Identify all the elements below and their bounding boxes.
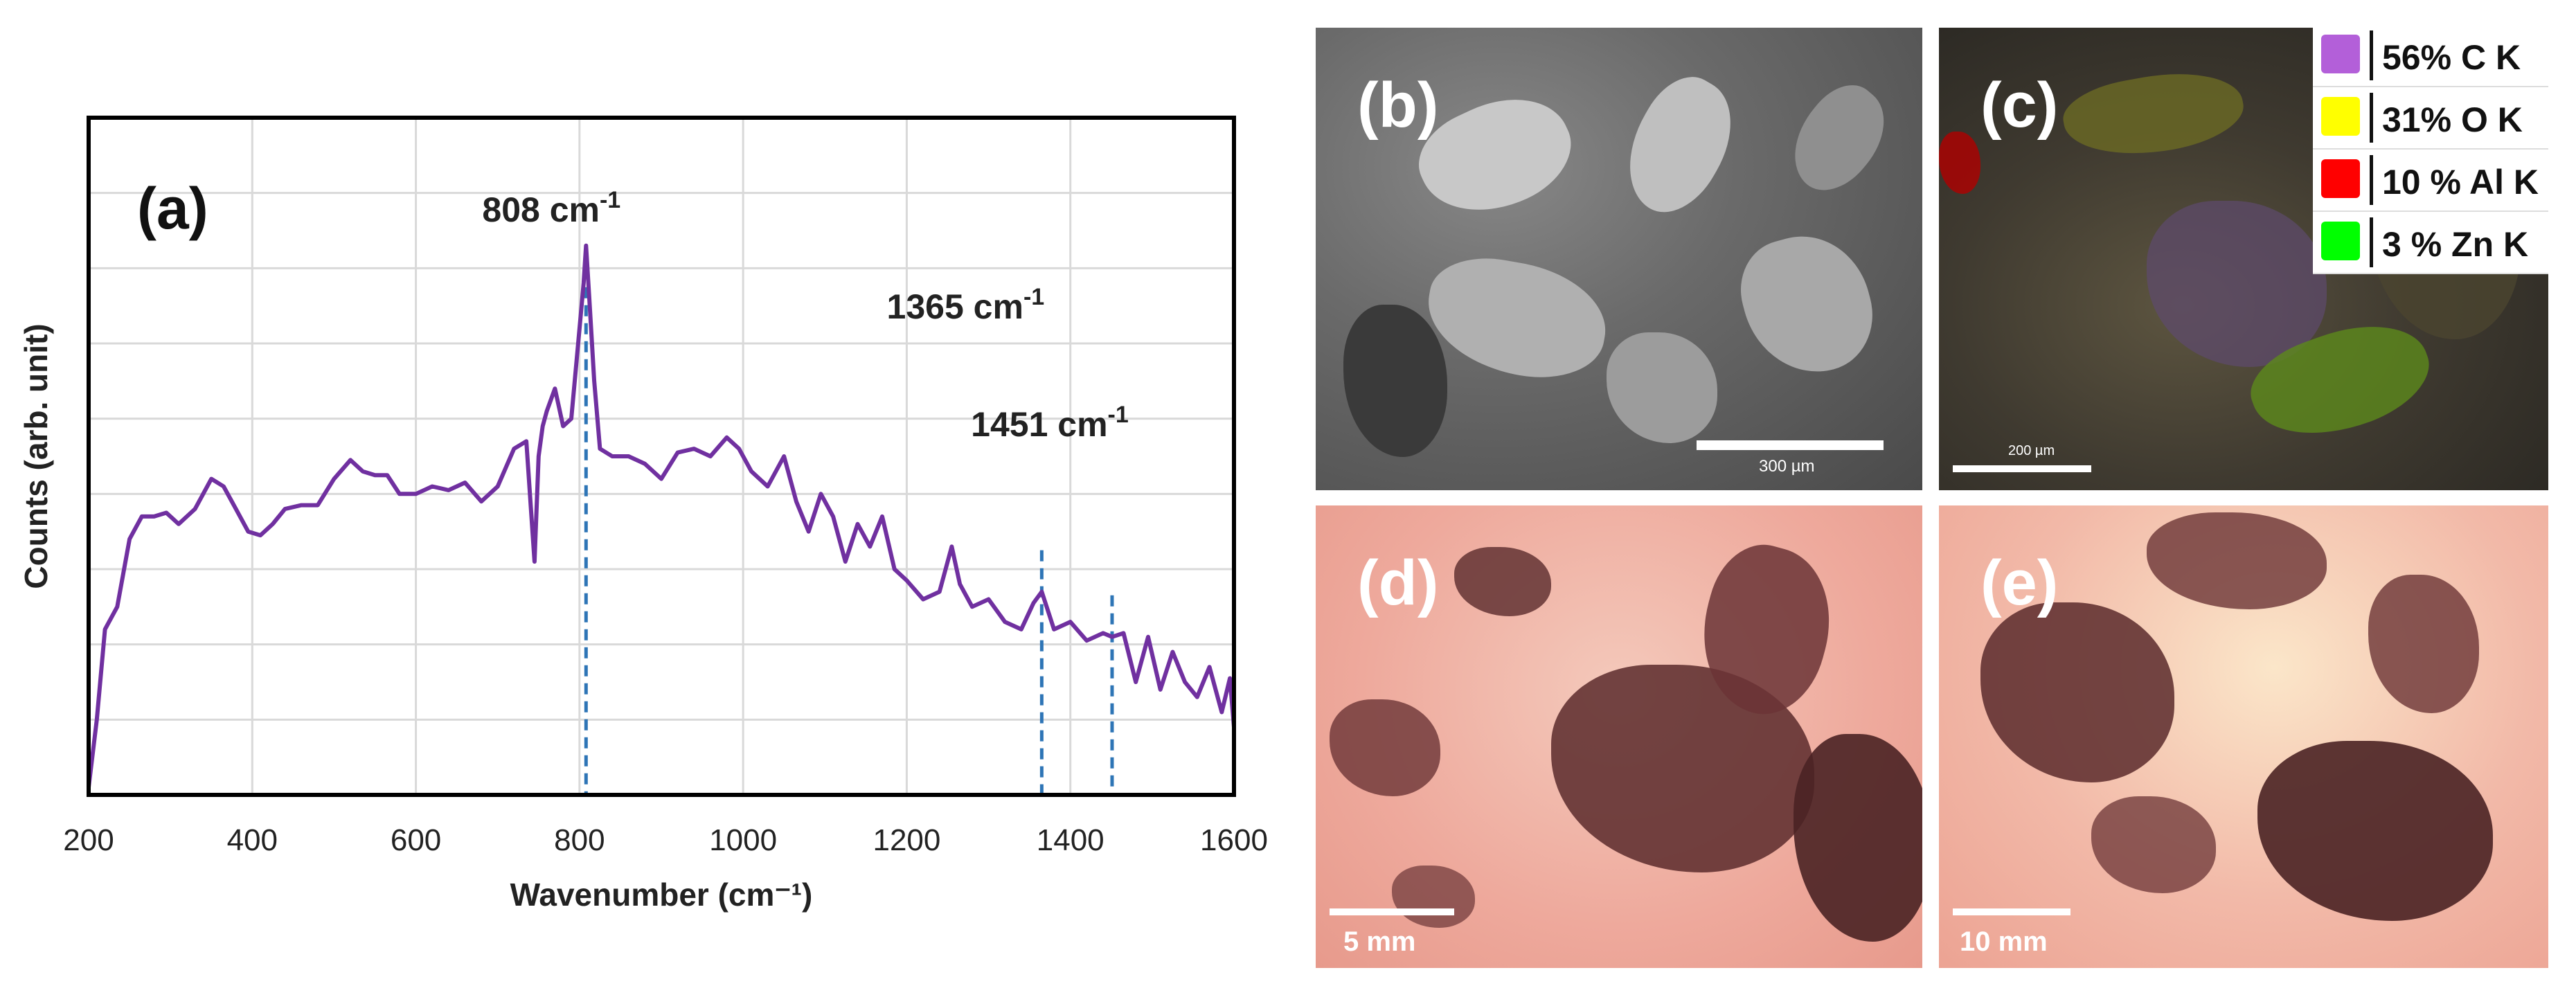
plot-area-border: [87, 116, 1236, 797]
legend-swatch-aluminium: [2321, 159, 2360, 198]
legend-row-zinc: 3 % Zn K: [2313, 212, 2548, 274]
optical-micrograph-panel-e: (e) 10 mm: [1939, 505, 2548, 968]
legend-label-aluminium: 10 % Al K: [2382, 163, 2539, 201]
peak-label: 808 cm-1: [482, 187, 620, 229]
y-axis-title: Counts (arb. unit): [18, 323, 54, 589]
legend-swatch-carbon: [2321, 35, 2360, 73]
x-tick-label: 1600: [1200, 823, 1268, 857]
panel-label-c: (c): [1980, 70, 2059, 141]
scale-label-b: 300 µm: [1759, 457, 1815, 476]
x-tick-label: 1000: [709, 823, 777, 857]
sem-image-panel: (b) 300 µm: [1316, 28, 1922, 490]
peak-label: 1451 cm-1: [971, 402, 1129, 444]
spectrum-line: [87, 243, 1236, 788]
legend-separator: [2370, 217, 2373, 267]
x-tick-label: 400: [227, 823, 278, 857]
legend-label-zinc: 3 % Zn K: [2382, 225, 2529, 264]
legend-separator: [2370, 155, 2373, 205]
legend-swatch-oxygen: [2321, 97, 2360, 136]
legend-swatch-zinc: [2321, 222, 2360, 260]
x-tick-label: 1200: [873, 823, 940, 857]
x-tick-label: 600: [391, 823, 441, 857]
scale-label-c: 200 µm: [2008, 443, 2055, 458]
legend-separator: [2370, 30, 2373, 80]
legend-row-aluminium: 10 % Al K: [2313, 150, 2548, 212]
optical-micrograph-panel-d: (d) 5 mm: [1316, 505, 1922, 968]
panel-label-a: (a): [137, 176, 208, 241]
raman-spectrum-chart: 200 400 600 800 1000 1200 1400 1600 Wavenumber (…: [18, 116, 1268, 913]
x-axis-title: Wavenumber (cm⁻¹): [510, 877, 813, 913]
legend-row-oxygen: 31% O K: [2313, 87, 2548, 150]
scale-bar-b: [1697, 440, 1884, 450]
legend-separator: [2370, 93, 2373, 143]
panel-label-b: (b): [1357, 70, 1439, 141]
x-tick-label: 1400: [1037, 823, 1104, 857]
legend-label-carbon: 56% C K: [2382, 38, 2521, 77]
panel-label-e: (e): [1980, 548, 2059, 618]
panel-label-d: (d): [1357, 548, 1439, 618]
scale-bar-d: [1330, 908, 1454, 915]
legend-row-carbon: 56% C K: [2313, 25, 2548, 87]
x-tick-label: 200: [63, 823, 114, 857]
scale-bar-c: [1953, 465, 2091, 472]
scale-bar-e: [1953, 908, 2070, 915]
scale-label-e: 10 mm: [1960, 926, 2048, 957]
scale-label-d: 5 mm: [1343, 926, 1416, 957]
eds-legend: 56% C K 31% O K 10 % Al K 3 % Zn K: [2313, 25, 2548, 274]
peak-label: 1365 cm-1: [887, 284, 1045, 326]
x-tick-label: 800: [554, 823, 605, 857]
legend-label-oxygen: 31% O K: [2382, 100, 2523, 139]
